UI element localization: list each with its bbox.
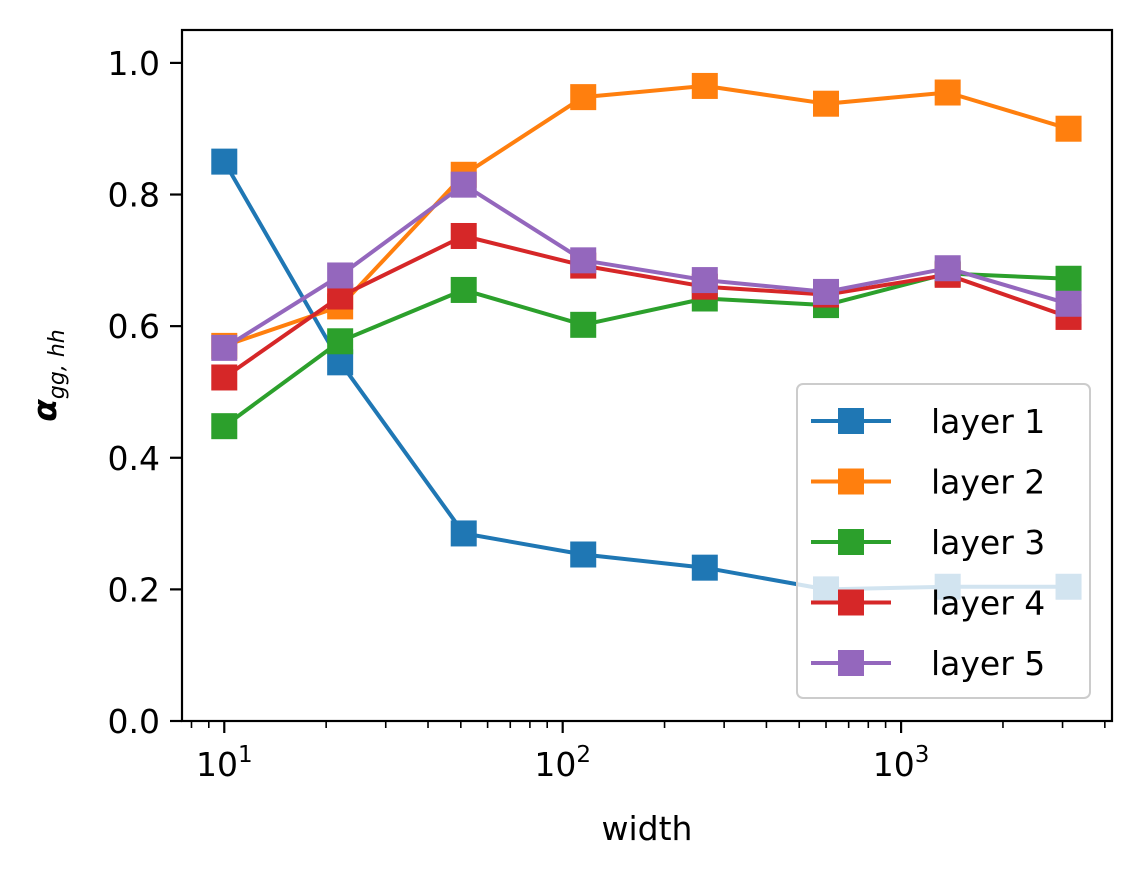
data-point	[211, 334, 238, 361]
data-point	[327, 328, 354, 355]
legend-item: layer 5	[811, 644, 1045, 683]
data-point	[691, 72, 718, 99]
legend: layer 1 layer 2 layer 3 layer 4 layer 5	[796, 383, 1091, 699]
x-tick-exponent: 3	[915, 742, 930, 768]
data-point	[570, 247, 597, 274]
legend-marker	[838, 529, 864, 555]
data-point	[1055, 115, 1082, 142]
legend-marker	[838, 408, 864, 434]
y-tick-label: 0.6	[108, 307, 160, 346]
data-point	[570, 541, 597, 568]
x-tick-base: 10	[196, 745, 238, 784]
legend-label: layer 4	[931, 584, 1045, 623]
y-axis-label-subscript: gg, hh	[45, 329, 70, 399]
y-tick-label: 0.2	[108, 570, 160, 609]
data-point	[691, 554, 718, 581]
data-point	[934, 79, 961, 106]
legend-item: layer 4	[811, 584, 1045, 623]
series-layer	[211, 72, 1082, 603]
x-tick-label: 101	[196, 742, 253, 784]
legend-label: layer 5	[931, 644, 1045, 683]
data-point	[1055, 265, 1082, 292]
x-tick-label: 103	[873, 742, 930, 784]
y-axis-label-main: α	[25, 399, 64, 422]
data-point	[691, 267, 718, 294]
legend-item: layer 1	[811, 402, 1045, 441]
legend-marker	[838, 468, 864, 495]
y-tick-label: 0.0	[108, 702, 160, 741]
data-point	[813, 278, 840, 305]
legend-item: layer 3	[811, 523, 1045, 562]
data-point	[327, 262, 354, 289]
data-point	[211, 364, 238, 391]
legend-label: layer 3	[931, 523, 1045, 562]
legend-label: layer 2	[931, 463, 1045, 502]
x-tick-label: 102	[534, 742, 591, 784]
data-point	[570, 311, 597, 338]
legend-label: layer 1	[931, 402, 1045, 441]
x-tick-exponent: 1	[238, 742, 253, 768]
data-point	[813, 90, 840, 117]
x-tick-exponent: 2	[576, 742, 591, 768]
data-point	[934, 255, 961, 282]
legend-marker	[838, 650, 864, 676]
x-tick-base: 10	[534, 745, 576, 784]
data-point	[211, 148, 238, 175]
data-point	[1055, 290, 1082, 317]
plot-frame	[180, 28, 1114, 723]
data-point	[450, 222, 477, 249]
data-point	[570, 84, 597, 111]
data-point	[450, 171, 477, 198]
legend-marker	[838, 589, 864, 616]
data-point	[450, 276, 477, 303]
y-tick-label: 0.8	[108, 176, 160, 215]
x-minor-ticks	[190, 721, 1106, 728]
series-line	[223, 182, 1070, 350]
legend-item: layer 2	[811, 463, 1045, 502]
series-line	[223, 234, 1070, 380]
data-point	[450, 520, 477, 547]
y-tick-label: 1.0	[108, 44, 160, 83]
x-tick-base: 10	[873, 745, 915, 784]
series-5	[211, 171, 1082, 361]
x-axis-label: width	[602, 809, 693, 848]
data-point	[211, 413, 238, 440]
y-axis-label: αgg, hh	[25, 329, 70, 421]
series-2	[211, 72, 1082, 359]
y-tick-label: 0.4	[108, 439, 160, 478]
legend-box	[796, 383, 1091, 699]
